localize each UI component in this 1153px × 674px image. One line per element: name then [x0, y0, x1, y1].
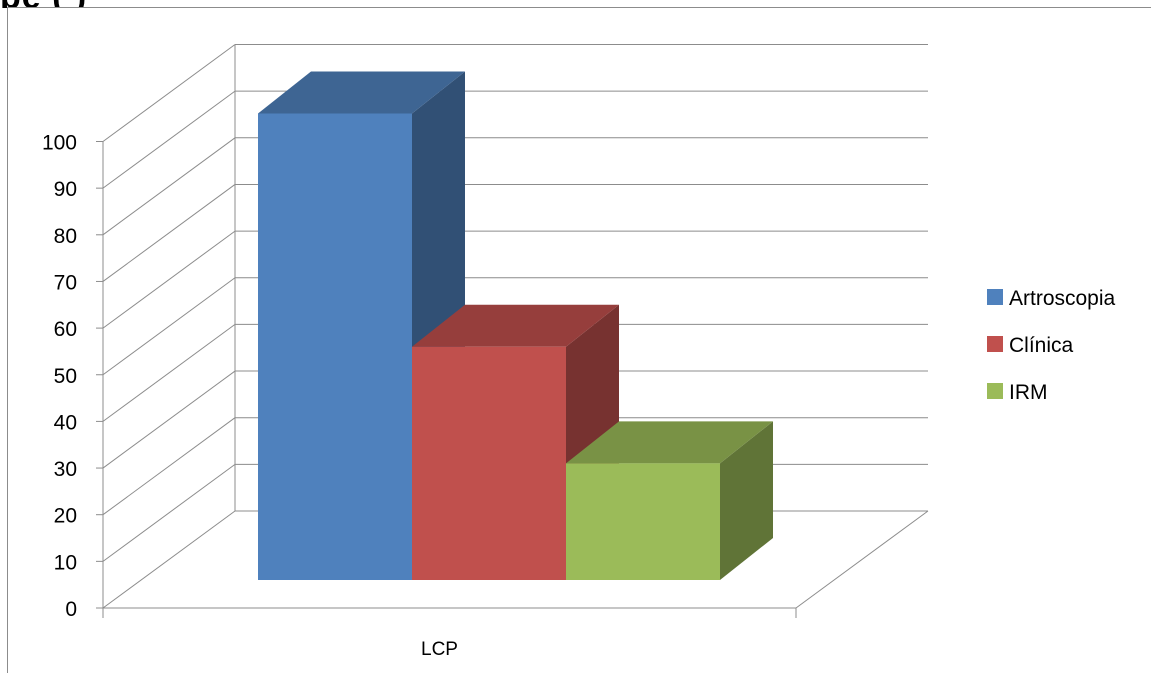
x-tick-label: LCP: [421, 639, 458, 660]
legend-swatch: [987, 336, 1003, 352]
y-tick-label: 30: [54, 458, 77, 481]
bar-front-face: [412, 346, 566, 580]
y-tick-label: 70: [54, 271, 77, 294]
legend-label: IRM: [1009, 381, 1048, 404]
chart-axes: [96, 44, 929, 618]
y-axis-tick-labels: 0 10 20 30 40 50 60 70 80 90 100: [42, 132, 77, 622]
legend: Artroscopia Clínica IRM: [987, 287, 1116, 404]
y-tick-label: 90: [54, 178, 77, 201]
legend-label: Clínica: [1009, 334, 1074, 357]
y-tick-label: 50: [54, 365, 77, 388]
side-gridline: [102, 44, 236, 142]
bar-top-face: [258, 71, 465, 114]
side-gridline: [102, 323, 236, 422]
chart-frame: [7, 7, 1151, 673]
legend-swatch: [987, 383, 1003, 399]
floor-right-edge: [795, 510, 929, 609]
legend-label: Artroscopia: [1009, 287, 1116, 310]
side-gridline: [102, 90, 236, 189]
side-gridline: [102, 277, 236, 376]
y-tick-label: 100: [42, 132, 77, 155]
bar-top-face: [412, 304, 619, 347]
floor-left-edge: [102, 510, 236, 609]
bar-front-face: [258, 113, 412, 580]
bar-top-face: [566, 421, 773, 464]
bar-front-face: [566, 463, 720, 580]
y-tick-label: 60: [54, 318, 77, 341]
y-tick-label: 0: [65, 598, 77, 621]
legend-swatch: [987, 289, 1003, 305]
side-gridline: [102, 463, 236, 562]
y-tick-label: 40: [54, 411, 77, 434]
bar-irm: [566, 421, 773, 580]
side-gridline: [102, 417, 236, 516]
side-gridline: [102, 370, 236, 469]
chart-bars: [258, 71, 773, 580]
y-tick-label: 10: [54, 551, 77, 574]
side-gridline: [102, 137, 236, 236]
side-gridline: [102, 230, 236, 329]
y-tick-label: 80: [54, 225, 77, 248]
bar-side-face: [720, 421, 773, 580]
side-gridline: [102, 184, 236, 282]
x-axis-tick-labels: LCP: [421, 639, 458, 660]
cropped-heading-fragment: pe ( ): [0, 0, 400, 8]
y-tick-label: 20: [54, 505, 77, 528]
